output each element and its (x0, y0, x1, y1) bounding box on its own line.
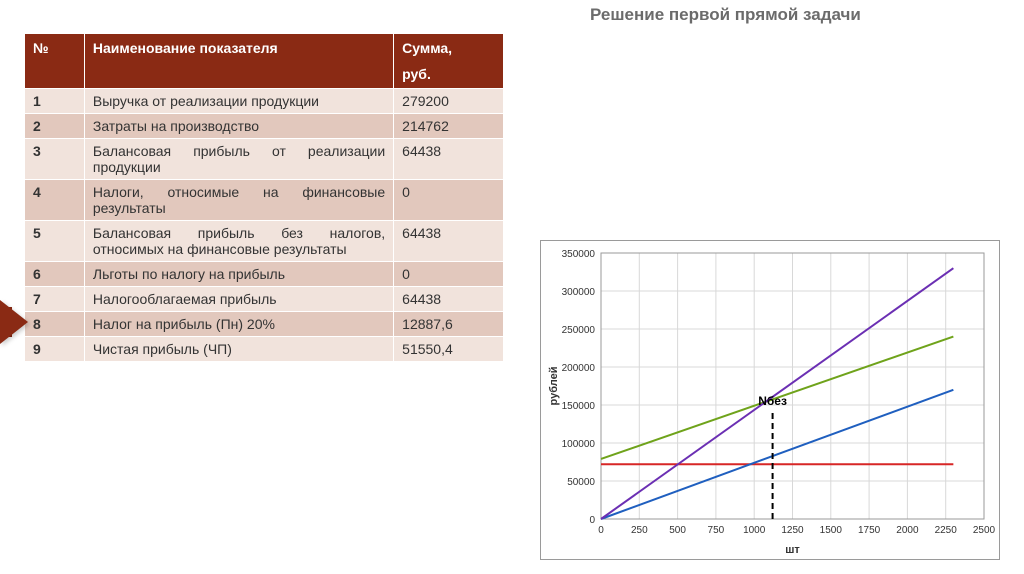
cell-value: 51550,4 (394, 337, 504, 362)
svg-text:100000: 100000 (562, 439, 596, 450)
svg-text:350000: 350000 (562, 249, 596, 260)
svg-text:1750: 1750 (858, 525, 881, 536)
cell-name: Налоги, относимые на финансовые результа… (84, 180, 393, 221)
slide-title: Решение первой прямой задачи (590, 5, 861, 25)
table-row: 1Выручка от реализации продукции279200 (25, 89, 504, 114)
cell-number: 1 (25, 89, 85, 114)
cell-name: Балансовая прибыль от реализации продукц… (84, 139, 393, 180)
cell-value: 64438 (394, 287, 504, 312)
cell-number: 5 (25, 221, 85, 262)
svg-text:250: 250 (631, 525, 648, 536)
svg-text:2000: 2000 (896, 525, 919, 536)
cell-value: 0 (394, 180, 504, 221)
table-row: 8Налог на прибыль (Пн) 20%12887,6 (25, 312, 504, 337)
svg-text:300000: 300000 (562, 287, 596, 298)
svg-text:2500: 2500 (973, 525, 996, 536)
breakeven-chart: 0 250 500 750 1000 1250 1500 1750 2000 2250 2500 0 5… (540, 240, 1000, 560)
cell-value: 64438 (394, 221, 504, 262)
cell-number: 4 (25, 180, 85, 221)
table-row: 2Затраты на производство214762 (25, 114, 504, 139)
cell-name: Налог на прибыль (Пн) 20% (84, 312, 393, 337)
svg-text:1250: 1250 (781, 525, 804, 536)
svg-text:шт: шт (785, 544, 800, 556)
col-number: № (25, 34, 85, 89)
cell-name: Затраты на производство (84, 114, 393, 139)
svg-text:750: 750 (708, 525, 725, 536)
svg-text:500: 500 (669, 525, 686, 536)
cell-number: 7 (25, 287, 85, 312)
cell-number: 6 (25, 262, 85, 287)
svg-text:0: 0 (589, 515, 595, 526)
svg-text:1500: 1500 (820, 525, 843, 536)
table-row: 3Балансовая прибыль от реализации продук… (25, 139, 504, 180)
col-name: Наименование показателя (84, 34, 393, 89)
svg-text:50000: 50000 (567, 477, 595, 488)
col-value: Сумма, руб. (394, 34, 504, 89)
cell-name: Налогооблагаемая прибыль (84, 287, 393, 312)
table-row: 5Балансовая прибыль без налогов, относим… (25, 221, 504, 262)
cell-value: 214762 (394, 114, 504, 139)
cell-name: Чистая прибыль (ЧП) (84, 337, 393, 362)
cell-name: Льготы по налогу на прибыль (84, 262, 393, 287)
svg-text:250000: 250000 (562, 325, 596, 336)
svg-text:1000: 1000 (743, 525, 766, 536)
svg-text:рублей: рублей (548, 367, 560, 406)
svg-text:0: 0 (598, 525, 604, 536)
svg-text:150000: 150000 (562, 401, 596, 412)
svg-text:200000: 200000 (562, 363, 596, 374)
cell-number: 2 (25, 114, 85, 139)
table-row: 4Налоги, относимые на финансовые результ… (25, 180, 504, 221)
table-row: 9Чистая прибыль (ЧП)51550,4 (25, 337, 504, 362)
cell-value: 0 (394, 262, 504, 287)
cell-number: 8 (25, 312, 85, 337)
cell-value: 279200 (394, 89, 504, 114)
indicators-table: № Наименование показателя Сумма, руб. 1В… (24, 33, 504, 362)
svg-text:Nбез: Nбез (758, 394, 787, 408)
cell-number: 9 (25, 337, 85, 362)
table-row: 7Налогооблагаемая прибыль64438 (25, 287, 504, 312)
cell-value: 12887,6 (394, 312, 504, 337)
cell-number: 3 (25, 139, 85, 180)
decorative-arrow (0, 300, 28, 344)
cell-name: Выручка от реализации продукции (84, 89, 393, 114)
table-row: 6Льготы по налогу на прибыль0 (25, 262, 504, 287)
cell-name: Балансовая прибыль без налогов, относимы… (84, 221, 393, 262)
svg-text:2250: 2250 (935, 525, 958, 536)
cell-value: 64438 (394, 139, 504, 180)
